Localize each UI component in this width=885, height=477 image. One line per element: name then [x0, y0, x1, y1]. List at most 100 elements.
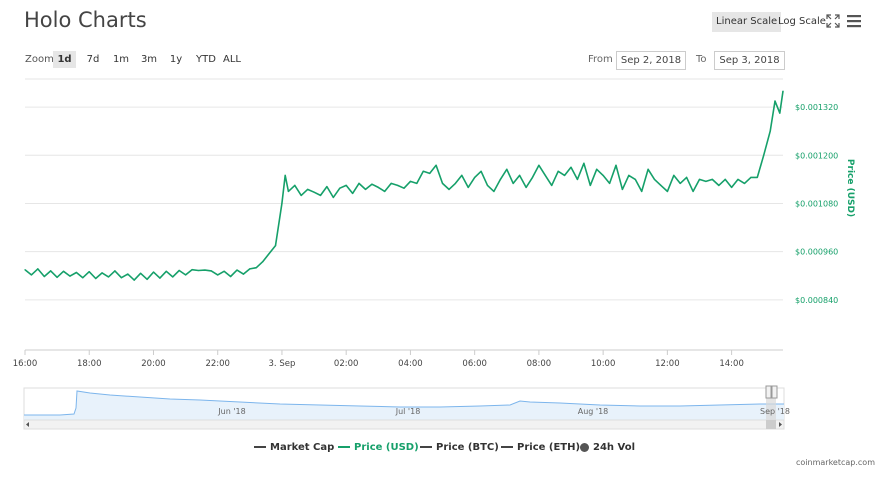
- data-point: [82, 277, 84, 279]
- data-point: [319, 194, 322, 196]
- navigator-line: [24, 390, 784, 416]
- data-point: [140, 272, 142, 274]
- data-point: [602, 174, 604, 176]
- series-layer: [24, 90, 784, 281]
- data-point: [506, 168, 508, 170]
- navigator-label: Aug '18: [578, 407, 609, 416]
- data-point: [525, 186, 527, 188]
- legend-item-price-usd[interactable]: Price (USD): [338, 440, 419, 454]
- fullscreen-icon[interactable]: [826, 14, 840, 28]
- legend-item-24h-vol[interactable]: 24h Vol: [580, 440, 635, 454]
- x-tick-label: 10:00: [591, 359, 616, 369]
- data-point: [178, 269, 180, 272]
- data-point: [441, 182, 444, 184]
- data-point: [448, 188, 450, 190]
- data-point: [647, 168, 649, 170]
- legend-label: 24h Vol: [593, 441, 636, 453]
- scroll-left-arrow-icon[interactable]: [26, 422, 29, 427]
- legend-label: Price (USD): [354, 441, 419, 453]
- data-point: [287, 190, 289, 192]
- data-point: [743, 182, 746, 184]
- data-point: [294, 184, 296, 186]
- data-point: [37, 268, 39, 270]
- data-point: [191, 269, 193, 271]
- data-point: [564, 174, 566, 176]
- legend-item-price-eth[interactable]: Price (ETH): [501, 440, 580, 454]
- navigator-label: Sep '18: [760, 407, 790, 416]
- zoom-button-all[interactable]: ALL: [223, 54, 241, 65]
- zoom-button-1d[interactable]: 1d: [53, 51, 76, 68]
- data-point: [711, 178, 713, 180]
- data-point: [255, 267, 257, 269]
- data-point: [737, 178, 739, 180]
- data-point: [576, 178, 579, 180]
- chart-title: Holo Charts: [24, 8, 147, 32]
- data-point: [403, 187, 405, 189]
- y-tick-label: $0.000960: [795, 248, 838, 257]
- data-point: [307, 188, 309, 190]
- to-date-input[interactable]: Sep 3, 2018: [714, 51, 785, 70]
- data-point: [358, 182, 360, 184]
- zoom-button-ytd[interactable]: YTD: [196, 54, 216, 65]
- x-tick-label: 20:00: [141, 359, 166, 369]
- scrollbar-track[interactable]: [23, 419, 785, 430]
- data-point: [69, 275, 71, 277]
- data-point: [262, 261, 264, 263]
- data-point: [88, 271, 90, 273]
- navigator-label: Jun '18: [217, 407, 245, 416]
- data-point: [653, 178, 656, 180]
- scrollbar-thumb[interactable]: [766, 420, 776, 429]
- zoom-button-3m[interactable]: 3m: [140, 54, 158, 65]
- data-point: [409, 180, 411, 182]
- data-point: [493, 190, 495, 192]
- data-point: [779, 112, 781, 114]
- legend-item-price-btc[interactable]: Price (BTC): [420, 440, 499, 454]
- data-point: [544, 174, 546, 176]
- data-point: [364, 188, 367, 190]
- zoom-button-7d[interactable]: 7d: [86, 54, 100, 65]
- data-point: [718, 184, 720, 186]
- data-point: [705, 180, 707, 182]
- log-scale-button[interactable]: Log Scale: [778, 16, 826, 27]
- zoom-button-1y[interactable]: 1y: [169, 54, 183, 65]
- data-point: [731, 186, 733, 188]
- navigator-handle-right[interactable]: [771, 385, 778, 399]
- to-label: To: [696, 54, 707, 65]
- linear-scale-button[interactable]: Linear Scale: [712, 12, 782, 32]
- navigator[interactable]: Jun '18 Jul '18 Aug '18 Sep '18: [0, 384, 885, 432]
- navigator-selection[interactable]: [766, 388, 776, 420]
- from-date-input[interactable]: Sep 2, 2018: [616, 51, 686, 70]
- x-tick-label: 06:00: [462, 359, 487, 369]
- legend-line-icon: [338, 446, 350, 448]
- data-point: [339, 187, 341, 189]
- data-point: [609, 182, 611, 184]
- legend-item-market-cap[interactable]: Market Cap: [254, 440, 334, 454]
- grid-lines: [25, 78, 783, 301]
- data-point: [230, 275, 232, 278]
- from-label: From: [588, 54, 613, 65]
- data-point: [531, 176, 534, 178]
- data-point: [519, 174, 521, 176]
- y-tick-label: $0.001320: [795, 103, 838, 112]
- navigator-handle-left[interactable]: [765, 385, 772, 399]
- data-point: [56, 276, 58, 278]
- y-tick-label: $0.000840: [795, 296, 838, 305]
- data-point: [371, 183, 373, 185]
- data-point: [30, 274, 32, 276]
- data-point: [133, 279, 135, 281]
- data-point: [107, 276, 110, 278]
- legend-line-icon: [254, 446, 266, 448]
- data-point: [313, 191, 315, 193]
- data-point: [454, 182, 456, 184]
- data-point: [634, 178, 636, 180]
- legend-line-icon: [501, 446, 513, 448]
- data-point: [692, 190, 694, 192]
- menu-icon[interactable]: [846, 14, 862, 28]
- x-tick-label: 16:00: [13, 359, 38, 369]
- x-tick-label: 08:00: [527, 359, 552, 369]
- data-point: [390, 182, 392, 184]
- data-point: [615, 164, 617, 166]
- data-point: [24, 269, 26, 271]
- zoom-button-1m[interactable]: 1m: [112, 54, 130, 65]
- scroll-right-arrow-icon[interactable]: [779, 422, 782, 427]
